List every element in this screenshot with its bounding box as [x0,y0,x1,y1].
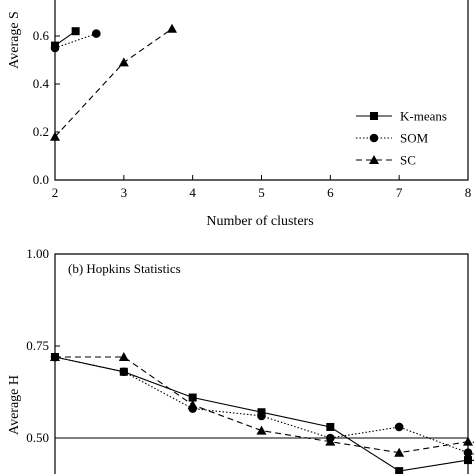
data-point-som [463,448,473,458]
data-point-som [394,422,404,432]
legend-label-k-means: K-means [400,109,447,124]
panel-a-silhouette: 0.0 0.2 0.4 0.6 2 3 4 5 6 7 8 Average S Number of … [7,0,471,229]
legend-label-som: SOM [400,131,429,146]
legend-marker-sc [369,155,379,164]
panel-b-frame [54,253,469,474]
data-point-k-means [395,467,404,474]
panel-b-hopkins: 0.50 0.75 1.00 (b) Hopkins Statistics Aver… [7,246,474,474]
legend-marker-k-means [370,112,378,120]
data-point-sc [167,23,178,33]
series-line-sc [55,356,474,454]
x-tick-label: 7 [396,185,403,200]
series-som [50,352,474,458]
data-point-sc [463,436,473,446]
y-tick-label: 0.0 [33,172,49,187]
x-tick-label: 8 [465,185,472,200]
data-point-som [257,411,266,421]
panel-a-legend: K-means SOM SC [356,109,447,168]
x-tick-label: 5 [258,185,265,200]
y-tick-label: 0.50 [26,430,49,445]
data-point-sc [325,436,336,446]
series-som [50,29,101,53]
panel-a-series [50,23,178,141]
data-point-som [50,43,60,53]
series-sc [50,352,474,457]
panel-a-y-axis-label: Average S [7,11,22,69]
data-point-k-means [464,456,472,465]
legend-label-sc: SC [400,153,416,168]
data-point-sc [50,131,60,141]
y-tick-label: 0.75 [26,338,49,353]
data-point-sc [118,352,129,362]
data-point-sc [394,447,405,457]
series-sc [50,23,178,141]
panel-b-y-axis-label: Average H [7,375,22,435]
data-point-sc [187,399,198,409]
panel-a-x-axis-label: Number of clusters [206,214,313,229]
panel-b-ticks: 0.50 0.75 1.00 [26,246,60,445]
y-tick-label: 0.2 [33,124,49,139]
data-point-som [119,367,129,377]
y-tick-label: 0.6 [33,28,50,43]
series-line-som [54,33,97,49]
data-point-k-means [71,27,80,36]
x-tick-label: 3 [121,185,128,200]
y-tick-label: 1.00 [26,246,49,261]
x-tick-label: 2 [52,185,59,200]
x-tick-label: 4 [189,185,196,200]
data-point-sc [118,57,129,67]
y-tick-label: 0.4 [33,76,50,91]
legend-marker-som [369,133,379,143]
series-line-sc [54,28,173,138]
data-point-sc [256,425,267,435]
x-tick-label: 6 [327,185,334,200]
series-line-k-means [54,356,474,472]
data-point-k-means [326,422,335,431]
panel-a-ticks: 0.0 0.2 0.4 0.6 2 3 4 5 6 7 8 [33,28,472,200]
data-point-som [92,29,101,38]
data-point-sc [50,352,60,362]
panel-b-series [50,352,474,474]
panel-b-title: (b) Hopkins Statistics [68,261,181,276]
series-line-som [54,356,474,455]
data-point-k-means [188,393,197,402]
